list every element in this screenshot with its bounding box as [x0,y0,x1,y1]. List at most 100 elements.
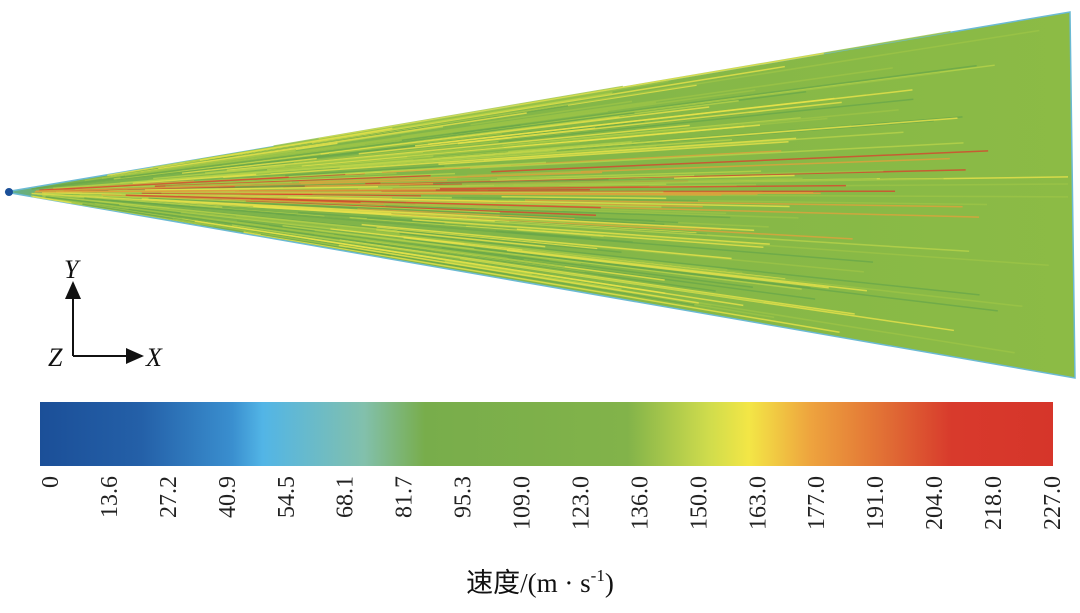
streak [438,141,789,165]
colorbar-tick-label: 218.0 [981,476,1007,530]
colorbar [40,402,1053,466]
streak [338,244,699,304]
colorbar-tick-label: 227.0 [1040,476,1066,530]
colorbar-ticks: 0 13.6 27.2 40.9 54.5 68.1 81.7 95.3 109.0 123.0 1… [38,476,1066,530]
streak [124,139,402,178]
streak [151,207,743,274]
colorbar-tick-label: 109.0 [510,476,536,530]
streak [399,232,980,296]
streak [205,151,424,174]
colorbar-tick-label: 204.0 [922,476,948,530]
streak [508,141,632,153]
streak [412,219,770,245]
streak [423,29,1040,128]
streak [499,215,665,226]
streak [490,174,695,182]
streak [320,106,710,155]
streak [494,178,944,187]
colorbar-tick-label: 68.1 [333,476,359,518]
axis-triad: Y Z X [48,255,163,372]
colorbar-tick-label: 163.0 [745,476,771,530]
streak [381,150,782,173]
streak [148,197,656,222]
colorbar-tick-label: 123.0 [568,476,594,530]
streak [298,171,603,184]
streak [470,142,964,169]
streak [120,112,635,179]
streak [383,203,799,219]
streak [394,72,940,144]
streak [301,124,761,167]
streak [466,216,696,230]
streak [158,112,527,170]
streak [361,223,732,260]
streak [223,137,797,178]
streak [491,150,989,173]
streak [461,177,803,185]
streak [444,222,1049,267]
colorbar-tick-label: 150.0 [686,476,712,530]
streak [136,101,657,175]
streak [84,149,297,182]
streak [451,196,698,202]
streak [457,101,842,145]
colorbar-tick-label: 136.0 [627,476,653,530]
streak [439,184,846,190]
streak [128,208,716,292]
streak [194,220,666,294]
streak [155,172,397,186]
colorbar-tick-label: 95.3 [451,476,477,518]
streak [125,194,601,209]
streak [35,178,448,192]
streak [339,139,733,169]
streak [243,231,840,333]
streak [42,194,398,232]
axis-label: Y [64,255,81,284]
streak [172,218,347,248]
streak [120,140,663,184]
axis-label: Z [48,343,63,372]
streak [226,124,690,172]
streak [506,249,829,289]
streak [45,196,181,214]
streak [284,109,899,168]
streak [501,196,667,200]
streak [31,192,392,215]
colorbar-tick-label: 13.6 [97,476,123,518]
streak [169,193,463,199]
streak [329,132,502,155]
streak [366,217,517,230]
streak [474,247,998,312]
streak [287,196,790,208]
streak [441,246,753,288]
streak [84,197,591,239]
streak [403,236,867,292]
streak [262,225,565,268]
streak [181,157,317,174]
streak [401,67,893,138]
streak [161,191,722,196]
streak [524,199,963,208]
streak [39,176,289,191]
streak [230,199,731,219]
streak [452,64,977,135]
streak [260,233,391,257]
streak [391,214,970,252]
streak [360,201,727,215]
colorbar-label: 速度/(m · s-1) [466,566,614,598]
colorbar-tick-label: 0 [38,476,64,488]
streak [231,224,764,303]
streak [271,155,425,170]
streak [414,89,913,147]
streak [94,202,270,228]
streak [141,198,755,232]
streak [199,127,393,161]
streak [529,145,657,156]
colorbar-tick-label: 177.0 [804,476,830,530]
colorbar-tick-label: 81.7 [392,476,418,518]
streak [235,215,400,234]
streak [144,186,379,191]
colorbar-tick-label: 40.9 [215,476,241,518]
streak [330,228,465,245]
